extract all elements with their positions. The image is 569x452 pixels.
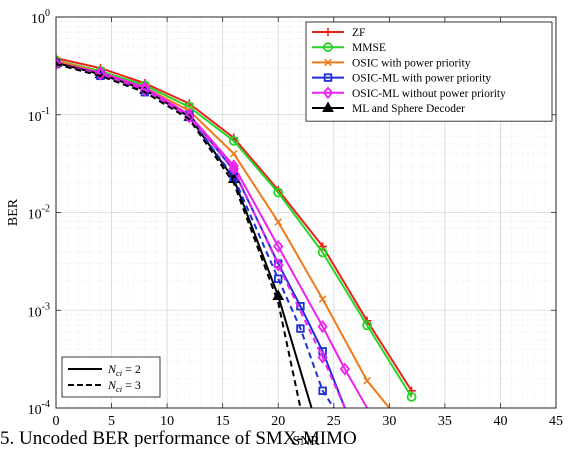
data-point [273, 239, 284, 253]
data-point [228, 136, 239, 146]
x-tick-label: 15 [216, 414, 230, 429]
data-point [323, 73, 333, 82]
series-line [56, 59, 413, 398]
data-point [322, 101, 334, 112]
x-tick-label: 10 [160, 414, 174, 429]
x-tick-label: 20 [271, 414, 285, 429]
line-style-label: Nci = 2 [107, 362, 141, 378]
data-point [363, 376, 371, 385]
series-line [56, 63, 346, 408]
legend: ZF MMSE OSIC with power priority OSIC-ML wi… [305, 21, 553, 122]
data-point [339, 362, 351, 376]
line-style-legend-item: Nci = 3 [68, 378, 141, 394]
data-point [362, 320, 373, 331]
legend-label: ML and Sphere Decoder [352, 103, 465, 115]
data-point [229, 149, 238, 158]
series-line [56, 61, 368, 408]
x-tick-label: 40 [493, 414, 507, 429]
data-point [274, 274, 283, 283]
y-tick-label: 10-4 [28, 399, 50, 418]
series-unnamed-8 [56, 63, 302, 408]
data-point [95, 67, 106, 81]
legend-label: ZF [352, 27, 365, 39]
line-style-legend-item: Nci = 2 [68, 362, 141, 378]
data-point [228, 162, 239, 176]
legend-item: OSIC-ML with power priority [312, 73, 491, 85]
data-point [296, 324, 305, 333]
x-tick-label: 25 [327, 414, 341, 429]
data-point [323, 42, 333, 53]
data-point [317, 350, 328, 364]
x-tick-label: 45 [549, 414, 563, 429]
data-point [406, 391, 417, 402]
y-tick-label: 10-2 [28, 204, 50, 223]
legend-item: ZF [312, 27, 365, 39]
series-layer [56, 53, 417, 408]
data-point [317, 247, 328, 258]
y-tick-label: 10-1 [28, 106, 50, 125]
axis-ticks [55, 16, 557, 409]
legend-label: OSIC-ML without power priority [352, 88, 506, 100]
legend-label: OSIC with power priority [352, 57, 471, 69]
data-point [318, 386, 327, 395]
x-tick-label: 35 [438, 414, 452, 429]
legend-label: OSIC-ML with power priority [352, 73, 491, 85]
legend-box [305, 21, 553, 122]
x-tick-label: 30 [382, 414, 396, 429]
y-axis-label: BER [6, 198, 21, 226]
x-tick-label: 5 [108, 414, 115, 429]
legend-item: ML and Sphere Decoder [312, 101, 465, 115]
data-point [273, 258, 284, 272]
data-point [324, 58, 332, 67]
data-point [323, 27, 333, 37]
x-tick-label: 0 [53, 414, 60, 429]
line-style-label: Nci = 3 [107, 378, 141, 394]
data-point [139, 83, 151, 97]
data-point [322, 86, 334, 100]
legend-item: OSIC with power priority [312, 57, 471, 69]
line-style-legend-box [61, 356, 161, 398]
y-tick-label: 100 [31, 8, 50, 27]
data-point [56, 57, 62, 71]
legend-item: OSIC-ML without power priority [312, 86, 506, 100]
data-point [317, 320, 328, 334]
series-unnamed-7 [56, 57, 346, 408]
figure-caption-fragment: 5. Uncoded BER performance of SMX-MIMO [0, 430, 357, 447]
series-line [56, 63, 302, 408]
data-point [273, 187, 284, 198]
legend-item: MMSE [312, 42, 386, 54]
x-axis-label: SNR [292, 434, 320, 447]
data-point [274, 218, 283, 226]
legend-label: MMSE [352, 42, 386, 54]
data-point [318, 295, 327, 303]
y-tick-label: 10-3 [28, 301, 50, 320]
data-point [184, 110, 195, 124]
